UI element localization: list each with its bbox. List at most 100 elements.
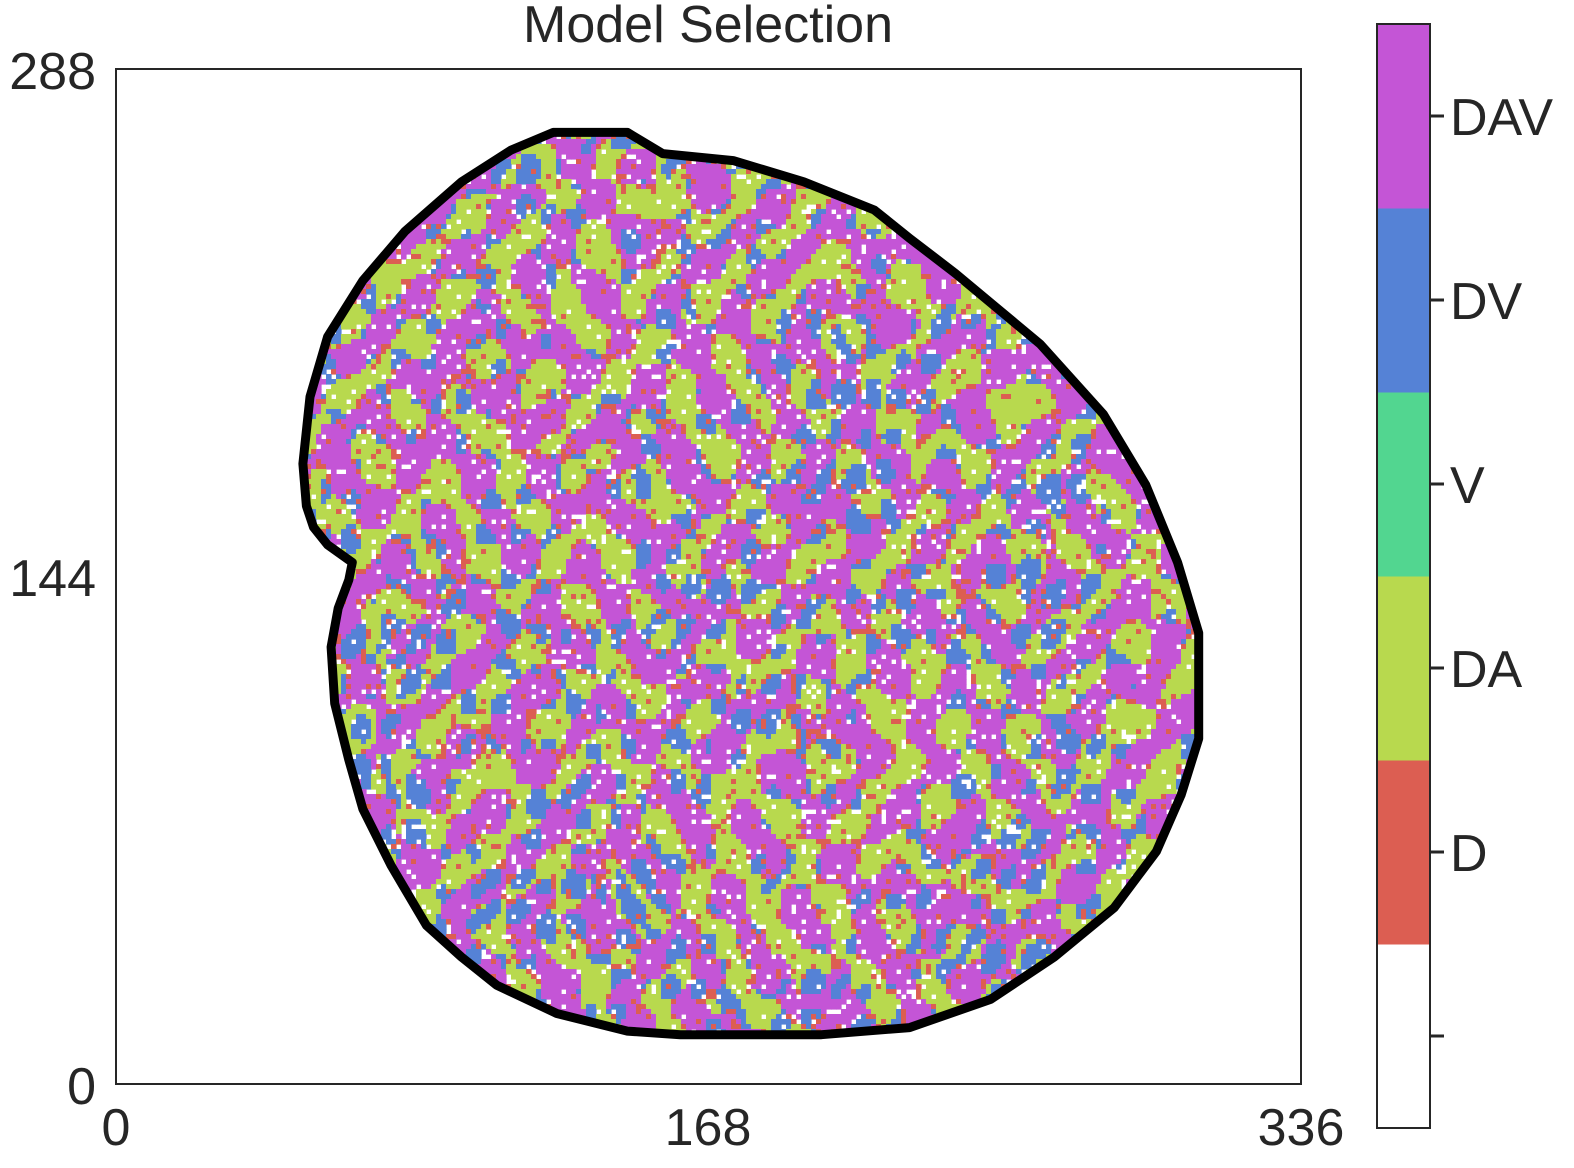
heatmap-cell — [461, 299, 467, 305]
heatmap-cell — [426, 234, 432, 240]
heatmap-cell — [621, 144, 627, 150]
heatmap-cell — [426, 259, 432, 265]
heatmap-cell — [776, 364, 782, 370]
heatmap-cell — [611, 319, 617, 325]
heatmap-cell — [781, 229, 787, 235]
heatmap-cell — [916, 334, 922, 340]
heatmap-cell — [376, 344, 382, 350]
heatmap-cell — [711, 309, 717, 315]
heatmap-cell — [991, 339, 997, 345]
heatmap-cell — [766, 274, 772, 280]
heatmap-cell — [916, 259, 922, 265]
heatmap-cell — [541, 359, 547, 365]
heatmap-cell — [916, 349, 922, 355]
heatmap-cell — [631, 199, 637, 205]
heatmap-cell — [601, 269, 607, 275]
heatmap-cell — [791, 254, 797, 260]
heatmap-cell — [721, 189, 727, 195]
heatmap-cell — [591, 339, 597, 345]
heatmap-cell — [866, 334, 872, 340]
heatmap-cell — [701, 359, 707, 365]
heatmap-cell — [656, 204, 662, 210]
heatmap-cell — [496, 254, 502, 260]
heatmap-cell — [626, 259, 632, 265]
heatmap-cell — [401, 309, 407, 315]
heatmap-cell — [466, 234, 472, 240]
heatmap-cell — [871, 294, 877, 300]
heatmap-cell — [451, 239, 457, 245]
heatmap-cell — [866, 324, 872, 330]
heatmap-cell — [506, 374, 512, 380]
heatmap-cell — [546, 364, 552, 370]
heatmap-cell — [511, 254, 517, 260]
heatmap-cell — [851, 274, 857, 280]
heatmap-cell — [546, 299, 552, 305]
heatmap-cell — [786, 364, 792, 370]
heatmap-cell — [451, 364, 457, 370]
heatmap-cell — [826, 269, 832, 275]
heatmap-cell — [841, 339, 847, 345]
heatmap-cell — [486, 189, 492, 195]
heatmap-cell — [881, 234, 887, 240]
heatmap-cell — [551, 139, 557, 145]
heatmap-cell — [866, 304, 872, 310]
heatmap-cell — [681, 199, 687, 205]
heatmap-cell — [891, 349, 897, 355]
heatmap-cell — [356, 379, 362, 385]
heatmap-cell — [641, 379, 647, 385]
heatmap-cell — [836, 234, 842, 240]
heatmap-cell — [546, 259, 552, 265]
heatmap-cell — [916, 344, 922, 350]
heatmap-cell — [916, 384, 922, 390]
heatmap-cell — [746, 354, 752, 360]
heatmap-cell — [396, 259, 402, 265]
heatmap-cell — [606, 264, 612, 270]
heatmap-cell — [491, 169, 497, 175]
heatmap-cell — [401, 384, 407, 390]
heatmap-cell — [376, 374, 382, 380]
heatmap-cell — [856, 304, 862, 310]
heatmap-cell — [421, 329, 427, 335]
heatmap-cell — [911, 294, 917, 300]
heatmap-cell — [586, 234, 592, 240]
heatmap-cell — [806, 234, 812, 240]
heatmap-cell — [836, 309, 842, 315]
heatmap-cell — [406, 319, 412, 325]
heatmap-cell — [941, 359, 947, 365]
heatmap-cell — [496, 334, 502, 340]
heatmap-cell — [666, 319, 672, 325]
heatmap-cell — [981, 319, 987, 325]
heatmap-cell — [901, 334, 907, 340]
heatmap-cell — [546, 264, 552, 270]
heatmap-cell — [516, 279, 522, 285]
heatmap-cell — [591, 199, 597, 205]
heatmap-cell — [526, 224, 532, 230]
heatmap-cell — [676, 229, 682, 235]
heatmap-cell — [681, 259, 687, 265]
heatmap-cell — [826, 359, 832, 365]
heatmap-cell — [851, 289, 857, 295]
heatmap-cell — [491, 304, 497, 310]
heatmap-cell — [886, 364, 892, 370]
heatmap-cell — [941, 334, 947, 340]
heatmap-cell — [416, 384, 422, 390]
heatmap-cell — [611, 159, 617, 165]
heatmap-cell — [696, 189, 702, 195]
heatmap-cell — [571, 219, 577, 225]
heatmap-cell — [976, 369, 982, 375]
heatmap-cell — [551, 334, 557, 340]
heatmap-cell — [611, 164, 617, 170]
heatmap-cell — [466, 314, 472, 320]
heatmap-cell — [566, 269, 572, 275]
heatmap-cell — [481, 279, 487, 285]
heatmap-cell — [351, 334, 357, 340]
heatmap-cell — [586, 314, 592, 320]
heatmap-cell — [626, 164, 632, 170]
heatmap-cell — [471, 184, 477, 190]
heatmap-cell — [881, 309, 887, 315]
heatmap-cell — [941, 274, 947, 280]
heatmap-cell — [636, 374, 642, 380]
heatmap-cell — [616, 334, 622, 340]
heatmap-cell — [376, 289, 382, 295]
heatmap-cell — [511, 179, 517, 185]
